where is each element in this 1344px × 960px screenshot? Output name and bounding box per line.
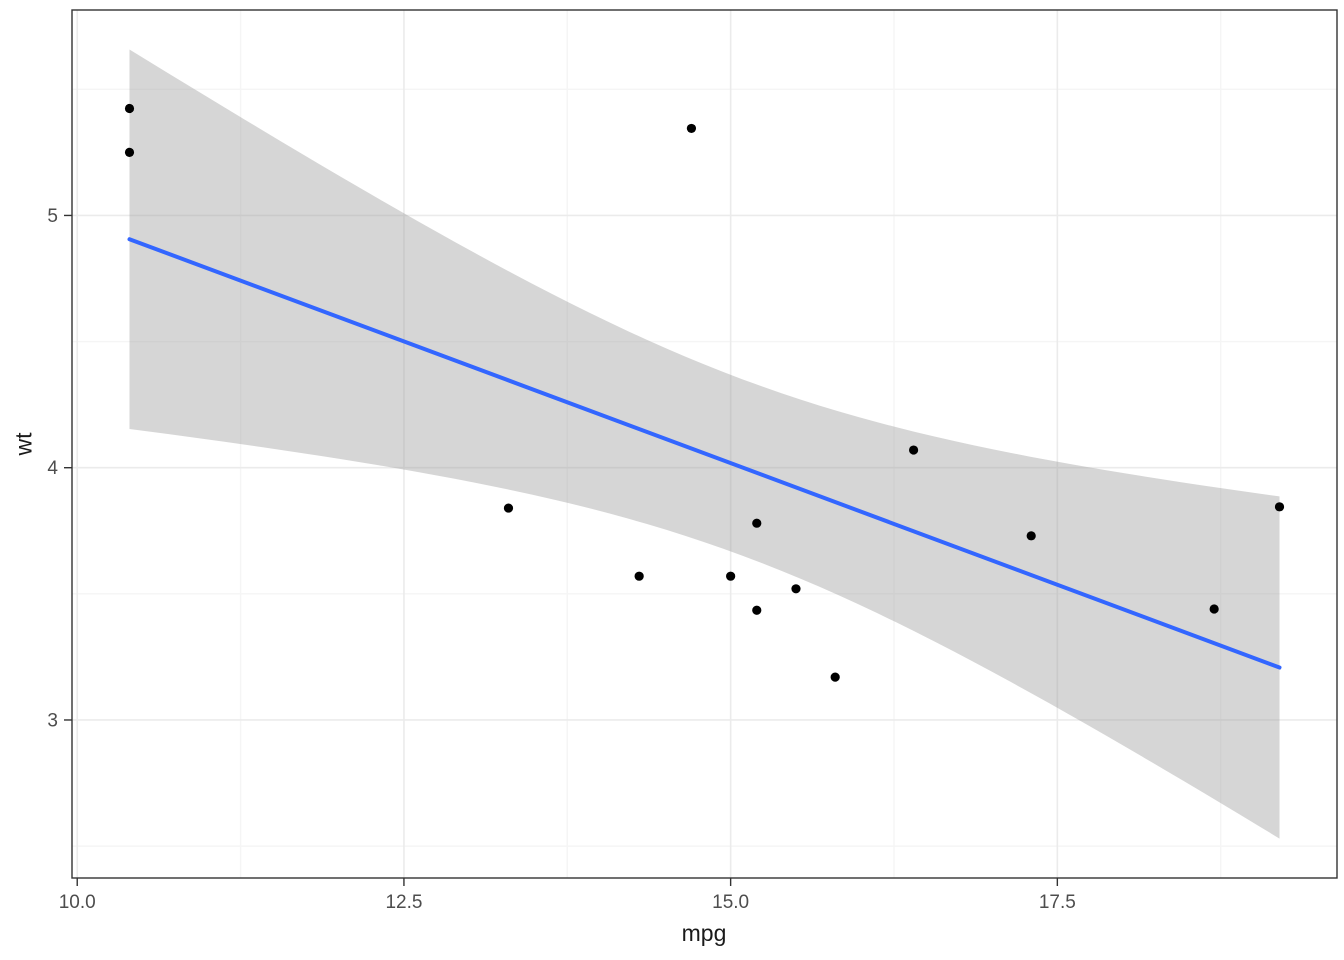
data-point (503, 503, 514, 513)
y-axis-title: wt (10, 432, 37, 456)
y-tick-label: 5 (47, 206, 58, 227)
confidence-ribbon (129, 49, 1280, 839)
y-tick-label: 3 (47, 710, 58, 731)
panel-background (72, 10, 1337, 878)
data-point (908, 445, 919, 455)
data-point (752, 518, 762, 528)
data-point (830, 672, 840, 682)
data-point (752, 605, 762, 615)
data-point (1026, 531, 1036, 541)
x-tick-label: 10.0 (59, 892, 96, 913)
x-tick-label: 17.5 (1039, 892, 1076, 913)
data-point (686, 123, 697, 134)
data-point (634, 571, 644, 581)
panel-border (71, 9, 1338, 879)
data-point (124, 147, 135, 157)
data-point (1209, 604, 1219, 614)
data-point (124, 103, 135, 114)
data-point (726, 571, 736, 581)
y-tick-label: 4 (47, 458, 58, 479)
x-tick-label: 15.0 (712, 892, 749, 913)
x-tick-label: 12.5 (385, 892, 422, 913)
data-point (791, 584, 801, 594)
x-axis-title: mpg (681, 920, 727, 946)
data-point (1274, 502, 1285, 512)
regression-line (127, 237, 1282, 670)
